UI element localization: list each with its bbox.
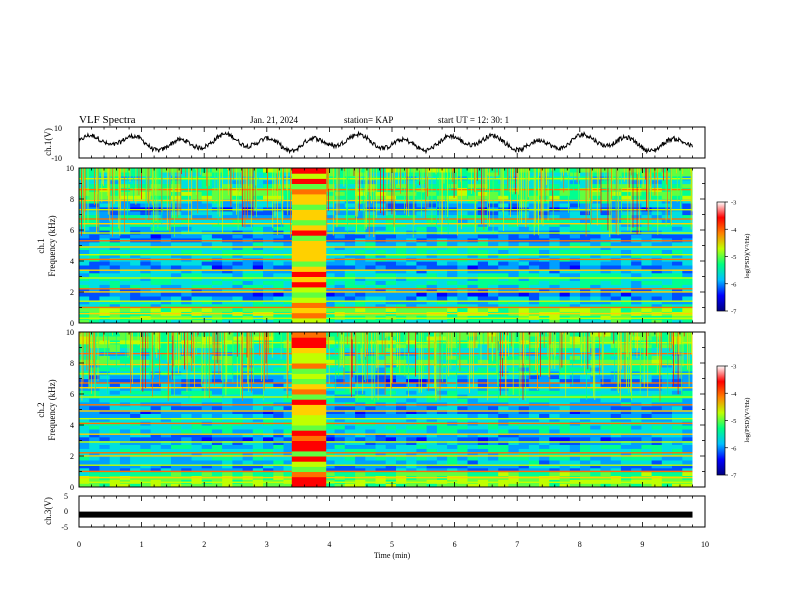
ch1-spectrogram-ylabel: Frequency (kHz): [47, 215, 57, 276]
ch1-ytick-top: 10: [54, 124, 62, 133]
ch2-spectrogram-ylabel: Frequency (kHz): [47, 379, 57, 440]
ch2-spectrogram-yticks: 0 2 4 6 8 10: [66, 328, 705, 492]
ch1-colorbar-swatch: [716, 201, 726, 312]
colorbar-tick-label: -4: [731, 227, 737, 234]
x-tick-label: 4: [327, 540, 331, 549]
ch1-spectrogram-ytick-label: 0: [70, 319, 74, 328]
ch1-waveform-panel: 10 -10 ch.1(V): [43, 124, 706, 163]
colorbar-tick-label: -6: [731, 281, 737, 288]
ch2-colorbar-ticks: -3 -4 -5 -6 -7: [725, 364, 737, 480]
ch1-spectrogram-ytick-label: 8: [70, 195, 74, 204]
ch2-colorbar-swatch: [716, 365, 726, 476]
x-tick-label: 3: [265, 540, 269, 549]
colorbar-tick-label: -7: [731, 309, 737, 316]
ch1-waveform-ylabel: ch.1(V): [43, 128, 53, 156]
ch2-spectrogram-image: [79, 332, 705, 487]
x-tick-label: 9: [640, 540, 644, 549]
ch1-spectrogram-ytick-label: 4: [70, 257, 74, 266]
ch2-colorbar-label: log(PSD)(V²/Hz): [744, 398, 751, 443]
ch2-spectrogram-panel: 0 2 4 6 8 10 ch.2 Frequency (kHz): [36, 328, 706, 492]
ch2-spectrogram-ytick-label: 0: [70, 483, 74, 492]
ch1-colorbar-ticks: -3 -4 -5 -6 -7: [725, 200, 737, 316]
ch1-ytick-bottom: -10: [51, 154, 62, 163]
figure-title: VLF Spectra: [79, 114, 136, 126]
x-tick-label: 5: [390, 540, 394, 549]
station-label: station= KAP: [344, 115, 393, 125]
ch2-spectrogram-ytick-label: 4: [70, 421, 74, 430]
ch3-waveform-line: [79, 511, 693, 518]
ch3-waveform-frame: [78, 495, 706, 528]
ch1-spectrogram-ytick-label: 2: [70, 288, 74, 297]
colorbar-tick-label: -3: [731, 364, 736, 371]
x-axis-label: Time (min): [374, 551, 411, 560]
x-tick-label: 10: [701, 540, 709, 549]
x-axis-ticks: 0 1 2 3 4 5 6 7 8 9 10: [77, 127, 709, 549]
ch1-spectrogram-panel: 0 2 4 6 8 10 ch.1 Frequency (kHz): [36, 164, 706, 328]
ch3-ytick-top: 5: [64, 492, 68, 501]
colorbar-tick-label: -4: [731, 391, 737, 398]
ch2-spectrogram-channel-label: ch.2: [36, 402, 46, 417]
ch1-spectrogram-channel-label: ch.1: [36, 238, 46, 253]
ch1-spectrogram-image: [79, 168, 705, 323]
ch1-spectrogram-ytick-label: 6: [70, 226, 74, 235]
ch3-waveform-ylabel: ch.3(V): [43, 497, 53, 525]
ch1-spectrogram-yticks: 0 2 4 6 8 10: [66, 164, 705, 328]
ch2-spectrogram-ytick-label: 8: [70, 359, 74, 368]
ch3-waveform-panel: 5 0 -5 ch.3(V): [43, 492, 706, 532]
colorbar-tick-label: -5: [731, 254, 736, 261]
ch1-waveform-line: [78, 130, 693, 155]
colorbar-tick-label: -7: [731, 473, 737, 480]
ch1-colorbar: -3 -4 -5 -6 -7 log(PSD)(V²/Hz): [716, 200, 751, 316]
colorbar-tick-label: -6: [731, 445, 737, 452]
x-tick-label: 6: [453, 540, 457, 549]
ch1-colorbar-label: log(PSD)(V²/Hz): [744, 234, 751, 279]
date-label: Jan. 21, 2024: [250, 115, 298, 125]
colorbar-tick-label: -5: [731, 418, 736, 425]
ch2-spectrogram-ytick-label: 2: [70, 452, 74, 461]
ch3-ytick-mid: 0: [64, 507, 68, 516]
x-tick-label: 2: [202, 540, 206, 549]
start-time-label: start UT = 12: 30: 1: [438, 115, 509, 125]
x-tick-label: 8: [578, 540, 582, 549]
ch2-colorbar: -3 -4 -5 -6 -7 log(PSD)(V²/Hz): [716, 364, 751, 480]
ch2-spectrogram-ytick-label: 10: [66, 328, 74, 337]
ch2-spectrogram-ytick-label: 6: [70, 390, 74, 399]
ch3-ytick-bottom: -5: [61, 523, 68, 532]
x-tick-label: 1: [140, 540, 144, 549]
x-tick-label: 7: [515, 540, 519, 549]
ch1-spectrogram-ytick-label: 10: [66, 164, 74, 173]
colorbar-tick-label: -3: [731, 200, 736, 207]
x-tick-label: 0: [77, 540, 81, 549]
